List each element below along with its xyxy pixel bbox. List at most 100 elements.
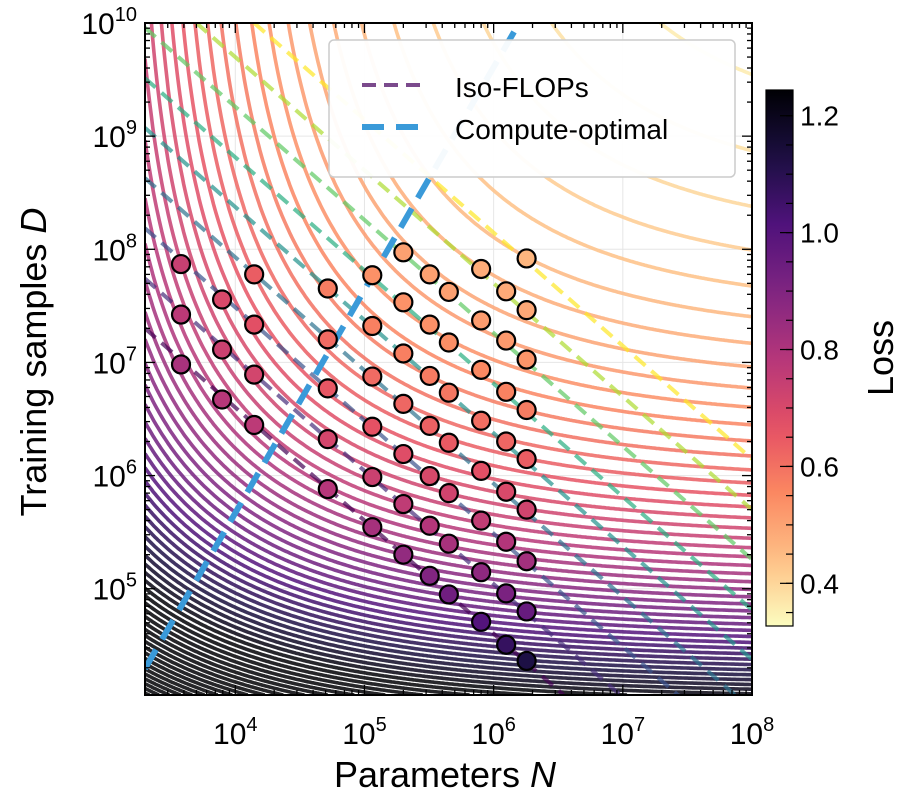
data-point	[496, 531, 517, 552]
y-tick-label: 105	[93, 570, 138, 607]
loss-contour	[307, 23, 752, 369]
data-point	[244, 364, 265, 385]
data-point	[496, 381, 517, 402]
loss-contour	[145, 615, 386, 695]
y-tick-label: 106	[93, 457, 138, 494]
plot-frame	[144, 22, 753, 696]
loss-contour	[145, 627, 328, 695]
legend-iso-flops-label: Iso-FLOPs	[455, 72, 589, 103]
data-point	[170, 253, 192, 275]
data-point	[516, 300, 537, 321]
data-point	[362, 366, 383, 387]
y-axis-label: Training samples D	[13, 208, 54, 517]
data-point	[471, 258, 492, 280]
data-point	[438, 332, 459, 353]
loss-contour	[145, 594, 533, 695]
y-tick-label: 1010	[81, 4, 137, 41]
data-point	[471, 310, 492, 331]
y-tick-label: 107	[93, 343, 138, 380]
data-point	[317, 429, 338, 450]
data-point	[317, 278, 338, 299]
x-tick-label: 105	[342, 714, 387, 751]
loss-contour	[170, 23, 752, 509]
data-point	[496, 634, 517, 655]
data-point	[362, 466, 383, 488]
x-tick-label: 104	[213, 714, 258, 751]
data-point	[438, 533, 459, 554]
x-tick-label: 106	[471, 714, 516, 751]
loss-contour	[145, 608, 423, 695]
loss-contour	[145, 682, 170, 695]
data-point	[244, 414, 265, 436]
data-point	[438, 382, 459, 403]
data-point	[317, 378, 338, 399]
data-point	[471, 562, 492, 583]
data-point	[393, 292, 414, 313]
data-point	[496, 330, 517, 351]
data-point	[516, 248, 537, 269]
data-point	[438, 483, 459, 504]
data-point	[170, 354, 192, 375]
loss-contour	[145, 554, 752, 682]
loss-contour	[145, 562, 752, 687]
data-point	[211, 289, 233, 310]
data-point	[419, 264, 440, 285]
legend: Iso-FLOPs Compute-optimal	[328, 39, 736, 178]
data-point	[438, 584, 459, 605]
data-point	[170, 304, 192, 325]
data-point	[496, 583, 517, 604]
data-point	[516, 349, 537, 370]
tick-labels: 104 105 106 107 108 105 106 107 108 109 1010	[81, 4, 774, 751]
loss-contour	[145, 384, 752, 606]
iso-flop-line	[145, 226, 680, 695]
data-point	[471, 460, 492, 481]
iso-flop-line	[145, 277, 622, 695]
loss-contour	[145, 586, 628, 695]
loss-contour	[145, 514, 752, 661]
colorbar: 0.4 0.6 0.8 1.0 1.2 Loss	[765, 89, 901, 627]
x-tick-label: 107	[601, 714, 646, 751]
data-point	[496, 431, 517, 452]
loss-contour	[159, 23, 752, 520]
loss-contour	[267, 23, 752, 410]
data-point	[471, 510, 492, 531]
colorbar-gradient	[765, 89, 794, 627]
legend-box	[328, 39, 736, 178]
colorbar-label: Loss	[860, 320, 901, 396]
data-point	[393, 493, 414, 515]
loss-contour	[145, 311, 752, 584]
data-point	[393, 443, 414, 465]
data-point	[471, 410, 492, 431]
data-point	[362, 416, 383, 437]
loss-contour	[145, 677, 182, 695]
data-point	[362, 517, 383, 538]
data-point	[317, 478, 338, 500]
data-point	[362, 265, 383, 286]
data-point	[516, 399, 537, 421]
x-axis-label: Parameters N	[334, 754, 557, 795]
data-point	[516, 601, 537, 622]
data-point	[516, 448, 537, 470]
colorbar-tick-label: 0.4	[800, 568, 839, 599]
loss-contour	[145, 601, 470, 695]
data-point	[471, 359, 492, 380]
loss-contour	[145, 672, 193, 695]
loss-contour	[145, 579, 752, 695]
loss-contour	[145, 633, 305, 695]
loss-contour	[145, 338, 752, 592]
colorbar-tick-label: 0.6	[800, 451, 839, 482]
colorbar-tick-label: 0.8	[800, 335, 839, 366]
loss-contour	[145, 139, 752, 550]
loss-contour	[145, 645, 266, 695]
data-point	[516, 499, 537, 520]
data-point	[211, 339, 233, 360]
iso-flop-line	[145, 326, 565, 695]
data-point	[244, 264, 265, 285]
loss-contour	[145, 535, 752, 672]
loss-contour	[286, 23, 752, 390]
data-point	[496, 481, 517, 502]
loss-contour	[145, 667, 206, 695]
data-point	[419, 415, 440, 436]
loss-contour	[145, 639, 284, 695]
legend-compute-optimal-label: Compute-optimal	[455, 114, 668, 145]
